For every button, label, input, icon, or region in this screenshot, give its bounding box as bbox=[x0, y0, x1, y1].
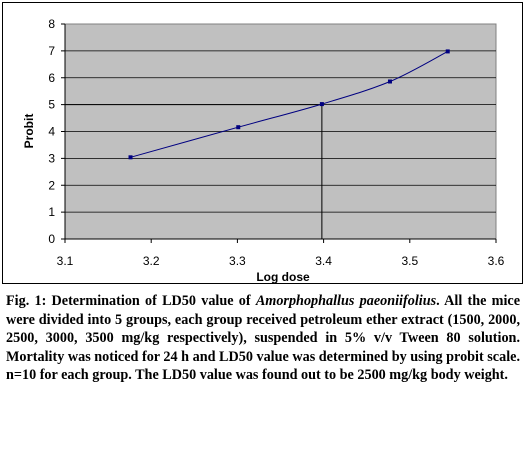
data-point bbox=[236, 125, 241, 130]
series-layer bbox=[128, 49, 450, 160]
y-tick-label: 7 bbox=[48, 44, 55, 58]
chart-frame: 0 1 2 3 4 5 6 7 8 3.1 3.2 3.3 3.4 3.5 3.6 Probit Log … bbox=[2, 2, 523, 284]
data-point bbox=[319, 102, 324, 107]
y-tick-label: 0 bbox=[48, 232, 55, 246]
data-point bbox=[128, 155, 133, 160]
y-tick-label: 4 bbox=[48, 125, 55, 139]
x-tick-label: 3.6 bbox=[488, 254, 505, 268]
y-tick-label: 8 bbox=[48, 17, 55, 31]
x-tick-label: 3.5 bbox=[401, 254, 418, 268]
x-tick-label: 3.4 bbox=[315, 254, 332, 268]
x-tick-label: 3.3 bbox=[229, 254, 246, 268]
y-tick-label: 3 bbox=[48, 151, 55, 165]
y-tick-label: 6 bbox=[48, 71, 55, 85]
caption-prefix: Fig. 1: Determination of LD50 value of bbox=[6, 293, 256, 309]
y-tick-label: 5 bbox=[48, 98, 55, 112]
x-tick-labels: 3.1 3.2 3.3 3.4 3.5 3.6 bbox=[57, 254, 505, 268]
y-tick-label: 1 bbox=[48, 205, 55, 219]
x-axis-title: Log dose bbox=[256, 270, 310, 283]
figure-caption: Fig. 1: Determination of LD50 value of A… bbox=[6, 292, 520, 385]
data-point bbox=[387, 79, 392, 84]
series-line bbox=[130, 50, 448, 158]
y-tick-labels: 0 1 2 3 4 5 6 7 8 bbox=[48, 17, 55, 246]
x-tick-label: 3.1 bbox=[57, 254, 74, 268]
reference-lines bbox=[65, 104, 323, 239]
x-tick-label: 3.2 bbox=[143, 254, 160, 268]
y-axis-title: Probit bbox=[22, 114, 36, 149]
data-point bbox=[445, 49, 450, 54]
caption-species: Amorphophallus paeoniifolius bbox=[255, 293, 437, 309]
probit-chart: 0 1 2 3 4 5 6 7 8 3.1 3.2 3.3 3.4 3.5 3.6 Probit Log … bbox=[22, 17, 505, 283]
caption-body: . All the mice were divided into 5 group… bbox=[6, 293, 520, 384]
y-tick-label: 2 bbox=[48, 178, 55, 192]
